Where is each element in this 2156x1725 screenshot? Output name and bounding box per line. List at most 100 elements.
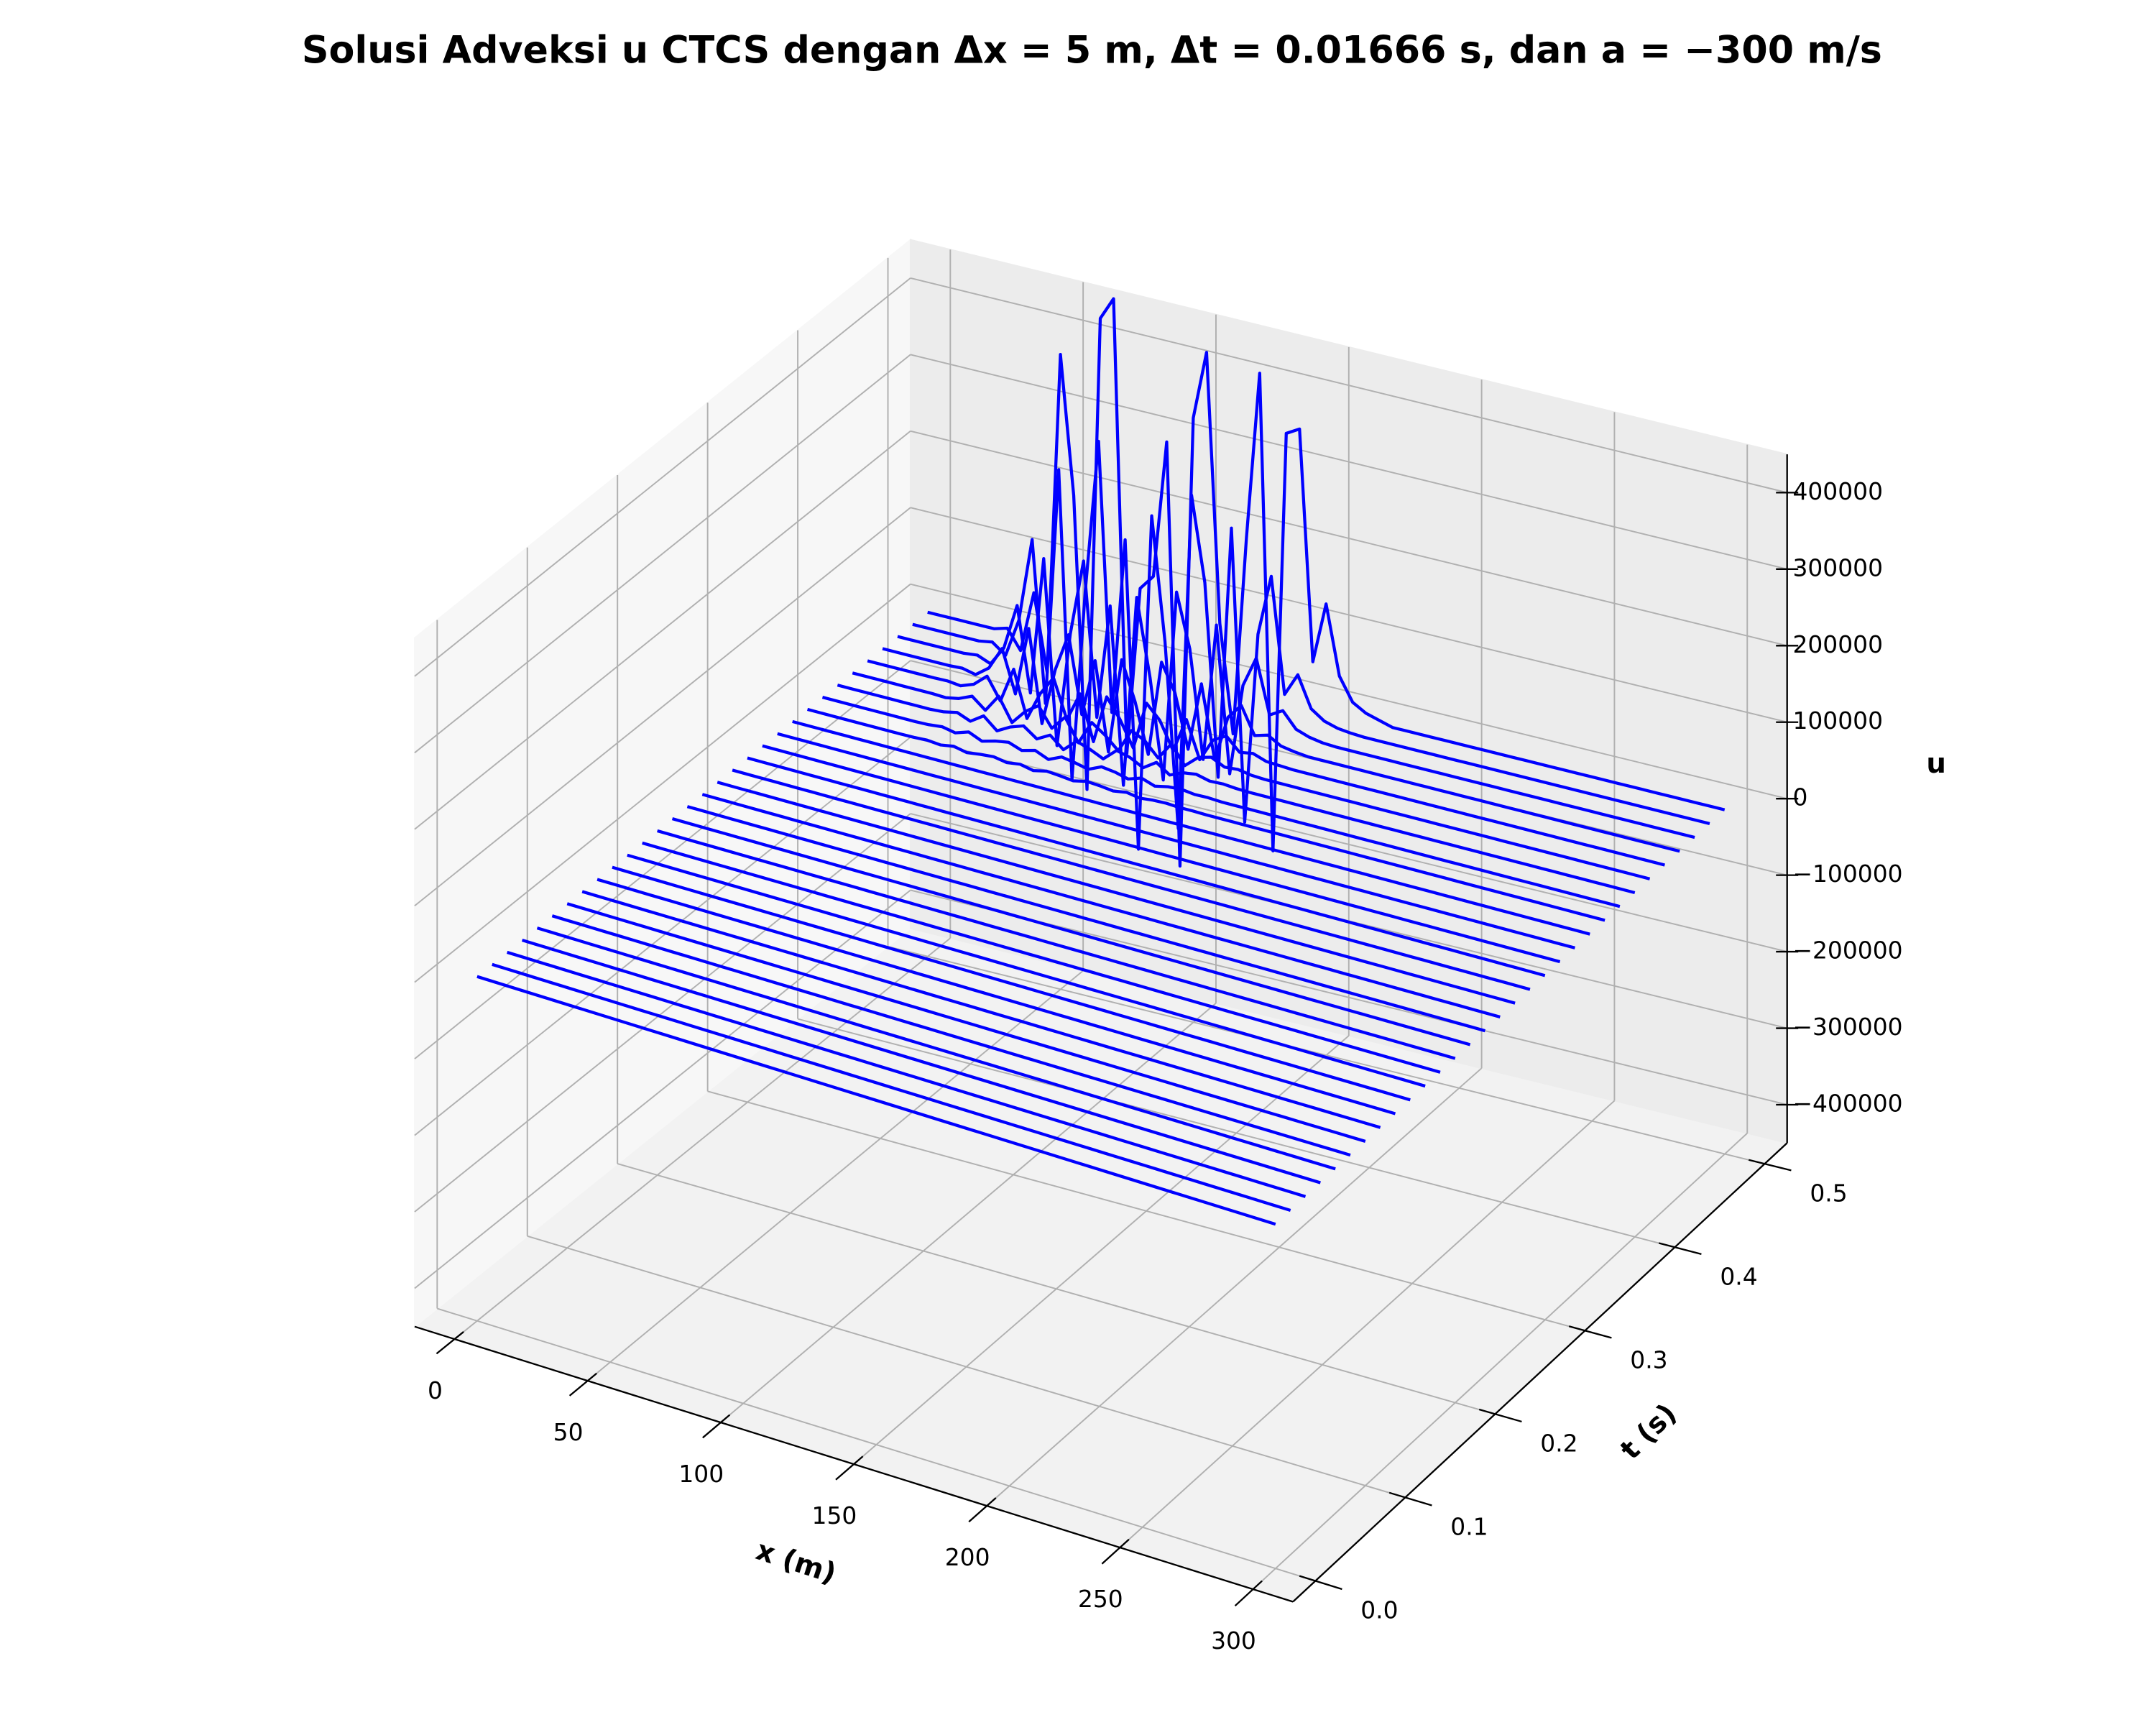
series-line <box>821 696 1621 908</box>
y-tick-label: 0.3 <box>1630 1346 1667 1374</box>
chart-title: Solusi Adveksi u CTCS dengan Δx = 5 m, Δ… <box>302 29 1882 73</box>
series-line <box>657 829 1456 1060</box>
lines <box>476 297 1726 1226</box>
x-tick-label: 50 <box>553 1418 584 1446</box>
tick-mark <box>1748 1159 1792 1172</box>
series-line <box>521 938 1321 1184</box>
series-line <box>492 962 1291 1213</box>
grid-line <box>437 1307 1316 1582</box>
series-line <box>747 756 1546 978</box>
tick-mark <box>436 1331 464 1355</box>
series-line <box>536 926 1336 1171</box>
grid-line <box>797 1018 1675 1248</box>
grid-line <box>414 507 911 906</box>
series-line <box>792 719 1590 936</box>
tick-mark <box>1478 1408 1522 1423</box>
grid-line <box>414 736 911 1136</box>
z-tick-label: 100000 <box>1792 707 1883 735</box>
series-line <box>627 853 1426 1088</box>
x-tick-label: 200 <box>945 1543 990 1571</box>
series-line <box>732 768 1531 991</box>
series-line <box>837 684 1636 895</box>
tick-mark <box>1299 1575 1342 1591</box>
grid-line <box>853 1035 1350 1465</box>
tick-mark <box>835 1455 864 1481</box>
z-tick-label: −400000 <box>1792 1089 1902 1117</box>
series-line <box>882 627 1680 853</box>
series-line <box>507 950 1307 1198</box>
t-axis-line <box>1292 1142 1788 1603</box>
tick-mark <box>702 1414 731 1439</box>
y-tick-label: 0.5 <box>1810 1179 1847 1207</box>
tick-mark <box>1234 1580 1263 1607</box>
y-tick-label: 0.1 <box>1450 1513 1488 1541</box>
tick-mark <box>1388 1491 1432 1506</box>
grid <box>414 249 1787 1590</box>
series-line <box>807 707 1606 922</box>
series-line <box>777 732 1576 949</box>
grid-line <box>1252 1132 1748 1590</box>
z-tick-label: −200000 <box>1792 937 1902 965</box>
z-tick-label: 200000 <box>1792 630 1883 658</box>
grid-line <box>414 889 911 1289</box>
series-line <box>566 902 1366 1143</box>
grid-line <box>986 1067 1483 1506</box>
z-tick-label: 400000 <box>1792 477 1883 505</box>
series-line <box>912 439 1710 851</box>
tick-mark <box>568 1372 597 1397</box>
series-line <box>927 297 1726 868</box>
grid-line <box>1119 1100 1616 1548</box>
grid-line <box>910 354 1787 570</box>
u-axis-label: u <box>1926 748 1946 780</box>
series-line <box>717 781 1516 1005</box>
x-tick-label: 300 <box>1211 1627 1256 1655</box>
grid-line <box>414 354 911 754</box>
y-tick-label: 0.2 <box>1540 1429 1577 1457</box>
series-line <box>612 865 1411 1102</box>
axes: 0 50 100 150 200 250 300 0.0 0.1 0.2 0.3 0.4 0.5 −400… <box>414 454 1903 1655</box>
t-axis-label: t (s) <box>1614 1397 1683 1466</box>
x-tick-label: 0 <box>428 1376 443 1404</box>
x-axis-line <box>414 1325 1294 1603</box>
y-tick-label: 0.4 <box>1720 1262 1757 1290</box>
series-line <box>852 671 1651 880</box>
grid-line <box>527 1235 1406 1499</box>
series-line <box>686 805 1486 1033</box>
y-tick-label: 0.0 <box>1360 1596 1398 1624</box>
grid-line <box>453 937 951 1340</box>
tick-mark <box>1568 1325 1612 1339</box>
grid-line <box>910 507 1787 723</box>
series-line <box>581 890 1381 1129</box>
grid-line <box>587 970 1084 1381</box>
grid-line <box>910 736 1787 953</box>
series-line <box>671 817 1471 1046</box>
series-line <box>867 659 1665 867</box>
z-tick-label: 300000 <box>1792 553 1883 581</box>
series-line <box>701 793 1501 1019</box>
x-axis-label: x (m) <box>752 1535 839 1591</box>
z-tick-label: −100000 <box>1792 860 1902 888</box>
x-tick-label: 250 <box>1078 1585 1123 1613</box>
z-tick-label: 0 <box>1792 783 1807 811</box>
grid-line <box>414 431 911 830</box>
grid-line <box>910 277 1787 494</box>
tick-mark <box>1658 1242 1702 1256</box>
tick-mark <box>968 1497 997 1523</box>
grid-line <box>617 1163 1496 1415</box>
series-line <box>642 841 1441 1074</box>
series-line <box>596 878 1396 1116</box>
grid-line <box>414 277 911 677</box>
x-tick-label: 150 <box>812 1501 857 1530</box>
tick-mark <box>1101 1538 1130 1565</box>
grid-line <box>414 660 911 1059</box>
grid-line <box>707 1090 1585 1332</box>
series-line <box>551 914 1351 1157</box>
series-line <box>897 557 1695 840</box>
grid-line <box>414 583 911 983</box>
series-line <box>476 975 1276 1226</box>
grid-line <box>888 945 1765 1165</box>
z-tick-label: −300000 <box>1792 1013 1902 1041</box>
x-tick-label: 100 <box>678 1460 724 1488</box>
